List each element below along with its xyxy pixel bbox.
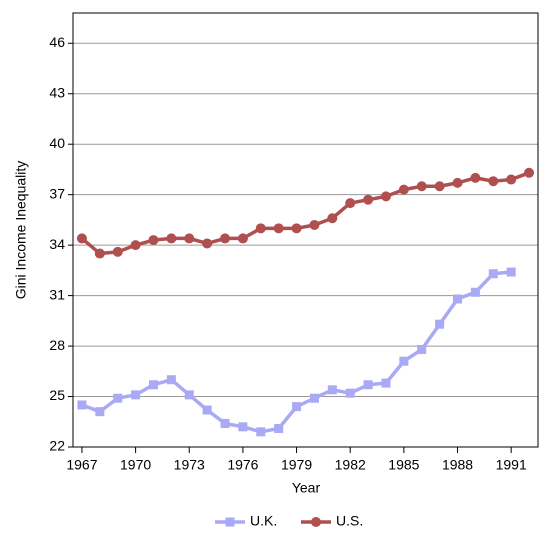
legend-marker [225, 517, 235, 527]
point [506, 174, 517, 185]
point [398, 184, 409, 195]
point [309, 219, 320, 230]
y-tick-label: 40 [49, 135, 65, 151]
point [488, 269, 498, 279]
point [363, 194, 374, 205]
point [292, 402, 302, 412]
point [327, 213, 338, 224]
point [220, 233, 231, 244]
point [184, 233, 195, 244]
point [95, 407, 105, 417]
plot-frame [72, 12, 539, 448]
point [131, 390, 141, 400]
point [237, 233, 248, 244]
point [130, 240, 141, 251]
point [399, 356, 409, 366]
point [524, 167, 535, 178]
point [453, 294, 463, 304]
point [255, 223, 266, 234]
y-tick-label: 31 [49, 286, 65, 302]
point [470, 287, 480, 297]
point [381, 378, 391, 388]
x-tick-label: 1970 [120, 457, 151, 473]
y-tick-label: 25 [49, 387, 65, 403]
point [148, 380, 158, 390]
point [291, 223, 302, 234]
legend-label: U.K. [250, 513, 277, 529]
point [202, 405, 212, 415]
point [184, 390, 194, 400]
y-tick-label: 34 [49, 236, 65, 252]
y-tick-label: 43 [49, 84, 65, 100]
point [76, 233, 87, 244]
point [345, 198, 356, 209]
point [166, 375, 176, 385]
point [417, 344, 427, 354]
y-axis-label: Gini Income Inequality [13, 161, 29, 300]
x-tick-label: 1967 [66, 457, 97, 473]
point [148, 235, 159, 246]
x-tick-label: 1991 [496, 457, 527, 473]
y-tick-label: 46 [49, 34, 65, 50]
point [77, 400, 87, 410]
point [435, 319, 445, 329]
point [488, 176, 499, 187]
point [434, 181, 445, 192]
point [220, 418, 230, 428]
point [309, 393, 319, 403]
point [274, 423, 284, 433]
point [470, 172, 481, 183]
y-tick-label: 28 [49, 337, 65, 353]
point [112, 246, 123, 257]
point [452, 177, 463, 188]
point [363, 380, 373, 390]
point [166, 233, 177, 244]
point [506, 267, 516, 277]
point [256, 427, 266, 437]
point [238, 422, 248, 432]
x-axis-label: Year [292, 480, 321, 496]
point [345, 388, 355, 398]
y-tick-label: 22 [49, 438, 65, 454]
point [113, 393, 123, 403]
x-tick-label: 1976 [227, 457, 258, 473]
x-tick-label: 1979 [281, 457, 312, 473]
point [327, 385, 337, 395]
point [416, 181, 427, 192]
point [273, 223, 284, 234]
y-tick-label: 37 [49, 185, 65, 201]
legend-label: U.S. [336, 513, 363, 529]
x-tick-label: 1985 [388, 457, 419, 473]
x-tick-label: 1973 [174, 457, 205, 473]
x-tick-label: 1982 [335, 457, 366, 473]
legend-marker [311, 517, 321, 527]
point [380, 191, 391, 202]
x-tick-label: 1988 [442, 457, 473, 473]
point [202, 238, 213, 249]
point [94, 248, 105, 259]
